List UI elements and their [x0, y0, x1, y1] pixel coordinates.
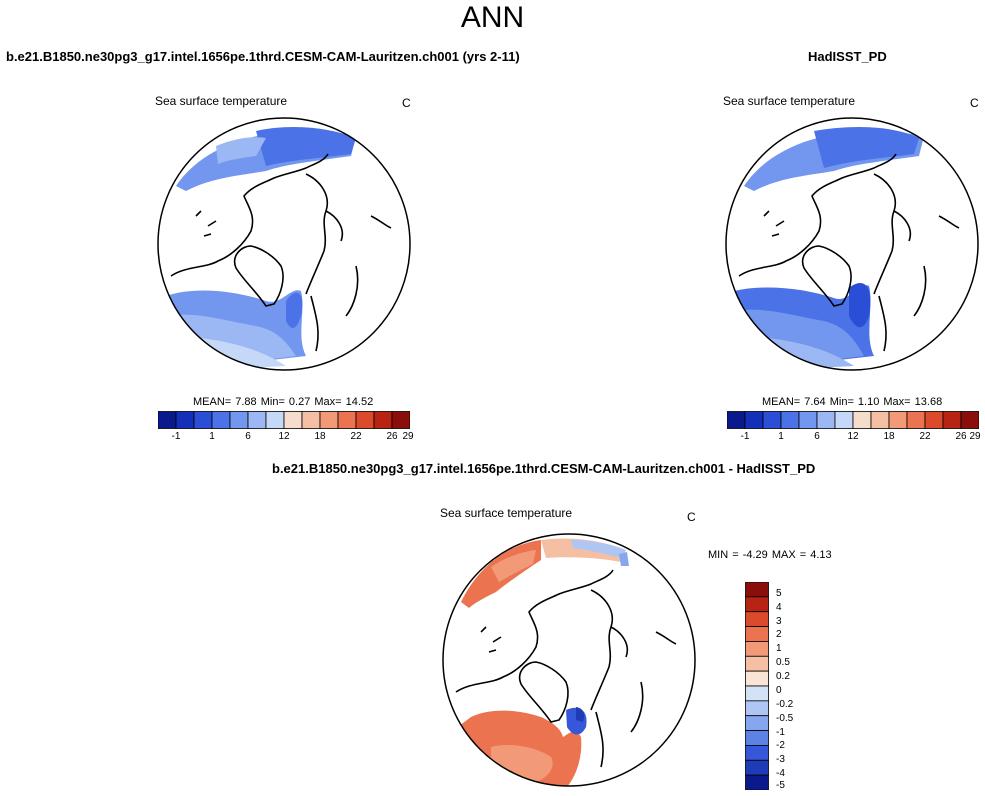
colorbar-swatch [762, 411, 782, 429]
panel3-stats: MIN = -4.29 MAX = 4.13 [708, 549, 832, 561]
colorbar-swatch [745, 626, 769, 642]
panel1-tick: 29 [402, 431, 414, 442]
panel1-case-title: b.e21.B1850.ne30pg3_g17.intel.1656pe.1th… [6, 49, 520, 64]
colorbar-swatch [373, 411, 393, 429]
panel1-polar-map [157, 117, 411, 371]
colorbar-swatch [337, 411, 357, 429]
panel3-tick: 0 [776, 685, 782, 696]
panel2-tick: 26 [955, 431, 967, 442]
panel3-tick: 4 [776, 602, 782, 613]
colorbar-swatch [745, 582, 769, 598]
panel1-tick: 26 [386, 431, 398, 442]
panel3-tick: -3 [776, 754, 785, 765]
panel3-tick: 0.5 [776, 657, 790, 668]
colorbar-swatch [727, 411, 746, 429]
colorbar-swatch [942, 411, 962, 429]
colorbar-swatch [745, 715, 769, 731]
panel3-tick: -2 [776, 740, 785, 751]
panel2-colorbar [727, 411, 979, 429]
panel2-tick: 1 [778, 431, 784, 442]
panel1-tick: 22 [350, 431, 362, 442]
panel2-variable-label: Sea surface temperature [723, 94, 856, 108]
colorbar-swatch [319, 411, 339, 429]
panel2-tick: 6 [814, 431, 820, 442]
panel3-tick: 5 [776, 588, 782, 599]
colorbar-swatch [745, 730, 769, 746]
colorbar-swatch [158, 411, 177, 429]
colorbar-swatch [745, 641, 769, 657]
colorbar-swatch [175, 411, 195, 429]
colorbar-swatch [780, 411, 800, 429]
colorbar-swatch [924, 411, 944, 429]
panel3-tick: -5 [776, 780, 785, 791]
colorbar-swatch [355, 411, 375, 429]
colorbar-swatch [888, 411, 908, 429]
panel3-tick: 3 [776, 616, 782, 627]
colorbar-swatch [745, 759, 769, 776]
colorbar-swatch [745, 774, 769, 790]
panel1-variable-label: Sea surface temperature [155, 94, 288, 108]
panel3-variable-label: Sea surface temperature [440, 506, 573, 520]
colorbar-swatch [301, 411, 321, 429]
panel3-case-title: b.e21.B1850.ne30pg3_g17.intel.1656pe.1th… [272, 461, 816, 476]
colorbar-swatch [816, 411, 836, 429]
colorbar-swatch [283, 411, 303, 429]
panel3-tick: -1 [776, 727, 785, 738]
panel1-colorbar-ticks: -1 1 6 12 18 22 26 29 [158, 431, 414, 445]
colorbar-swatch [193, 411, 213, 429]
colorbar-swatch [211, 411, 231, 429]
colorbar-swatch [960, 411, 979, 429]
colorbar-swatch [229, 411, 249, 429]
panel1-units: C [402, 96, 411, 110]
panel3-tick: 2 [776, 629, 782, 640]
panel2-units: C [970, 96, 979, 110]
colorbar-swatch [906, 411, 926, 429]
panel3-tick: -0.5 [776, 713, 794, 724]
panel2-colorbar-ticks: -1 1 6 12 18 22 26 29 [727, 431, 981, 445]
panel1-tick: 18 [314, 431, 326, 442]
colorbar-swatch [745, 596, 769, 613]
panel3-tick: 0.2 [776, 671, 790, 682]
colorbar-swatch [870, 411, 890, 429]
panel3-tick: 1 [776, 643, 782, 654]
colorbar-swatch [852, 411, 872, 429]
colorbar-swatch [745, 611, 769, 627]
panel2-tick: 29 [969, 431, 981, 442]
panel3-colorbar-ticks: 5 4 3 2 1 0.5 0.2 0 -0.2 -0.5 -1 -2 -3 -… [776, 582, 816, 791]
panel3-units: C [687, 510, 696, 524]
colorbar-swatch [745, 700, 769, 717]
panel1-tick: 6 [245, 431, 251, 442]
panel3-colorbar [745, 582, 769, 790]
colorbar-swatch [745, 655, 769, 672]
panel3-polar-map [442, 533, 696, 787]
panel3-tick: -4 [776, 768, 785, 779]
panel1-tick: 12 [278, 431, 290, 442]
colorbar-swatch [745, 670, 769, 687]
panel1-tick: 1 [209, 431, 215, 442]
colorbar-swatch [834, 411, 854, 429]
panel2-tick: 18 [883, 431, 895, 442]
panel1-stats: MEAN= 7.88 Min= 0.27 Max= 14.52 [193, 396, 374, 408]
colorbar-swatch [391, 411, 410, 429]
panel1-colorbar [158, 411, 410, 429]
colorbar-swatch [745, 745, 769, 761]
colorbar-swatch [247, 411, 267, 429]
colorbar-swatch [744, 411, 764, 429]
panel2-case-title: HadISST_PD [808, 49, 887, 64]
colorbar-swatch [745, 685, 769, 702]
panel2-tick: 22 [919, 431, 931, 442]
panel1-tick: -1 [171, 431, 181, 442]
panel3-tick: -0.2 [776, 699, 794, 710]
panel2-tick: -1 [740, 431, 750, 442]
panel2-tick: 12 [847, 431, 859, 442]
panel2-stats: MEAN= 7.64 Min= 1.10 Max= 13.68 [762, 396, 943, 408]
colorbar-swatch [798, 411, 818, 429]
panel2-polar-map [725, 117, 979, 371]
colorbar-swatch [265, 411, 285, 429]
figure-title: ANN [460, 1, 525, 34]
